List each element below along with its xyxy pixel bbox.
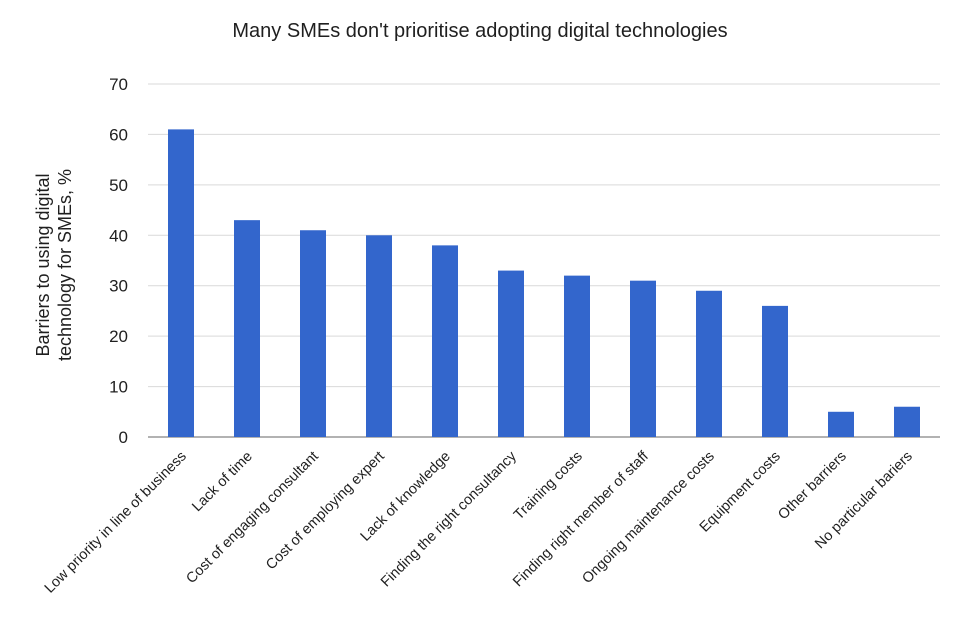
y-tick-label: 70 [109, 75, 128, 94]
bar [366, 235, 392, 437]
bar [564, 275, 590, 437]
bar [498, 270, 524, 437]
x-tick-label: Cost of engaging consultant [183, 449, 321, 587]
y-tick-label: 50 [109, 176, 128, 195]
x-axis-ticks: Low priority in line of business Lack of … [42, 448, 916, 597]
x-tick-label: Finding the right consultancy [378, 448, 520, 590]
bars [168, 129, 920, 437]
y-tick-label: 40 [109, 226, 128, 245]
bar [762, 305, 788, 437]
bar [630, 280, 656, 437]
bar [432, 245, 458, 437]
x-tick-label: Finding right member of staff [510, 448, 652, 590]
y-axis-label-line-1: Barriers to using digital [33, 173, 53, 356]
bar [696, 290, 722, 437]
y-tick-label: 10 [109, 378, 128, 397]
x-tick-label: Low priority in line of business [42, 449, 190, 597]
x-tick-label: Lack of time [189, 449, 256, 516]
x-tick-label: Training costs [511, 449, 586, 524]
y-axis-label: Barriers to using digital technology for… [33, 169, 75, 361]
x-tick-label: Cost of employing expert [263, 449, 388, 574]
bar [894, 406, 920, 437]
y-axis-ticks: 0 10 20 30 40 50 60 70 [109, 75, 128, 447]
bar [234, 220, 260, 437]
y-axis-label-line-2: technology for SMEs, % [55, 169, 75, 361]
bar [300, 230, 326, 437]
x-tick-label: Other barriers [775, 449, 850, 524]
chart-title: Many SMEs don't prioritise adopting digi… [232, 20, 727, 42]
bar [168, 129, 194, 437]
y-tick-label: 20 [109, 327, 128, 346]
y-tick-label: 30 [109, 277, 128, 296]
gridlines [148, 83, 940, 438]
y-tick-label: 0 [119, 428, 128, 447]
bar [828, 411, 854, 437]
x-tick-label: Ongoing maintenance costs [579, 449, 717, 587]
y-tick-label: 60 [109, 125, 128, 144]
